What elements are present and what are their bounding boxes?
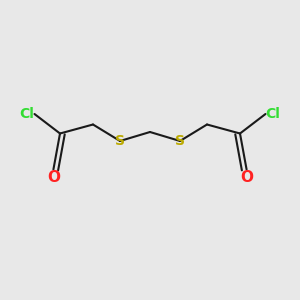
- Text: S: S: [115, 134, 125, 148]
- Text: S: S: [175, 134, 185, 148]
- Text: Cl: Cl: [266, 107, 280, 121]
- Text: O: O: [240, 169, 253, 184]
- Text: Cl: Cl: [20, 107, 34, 121]
- Text: O: O: [47, 169, 60, 184]
